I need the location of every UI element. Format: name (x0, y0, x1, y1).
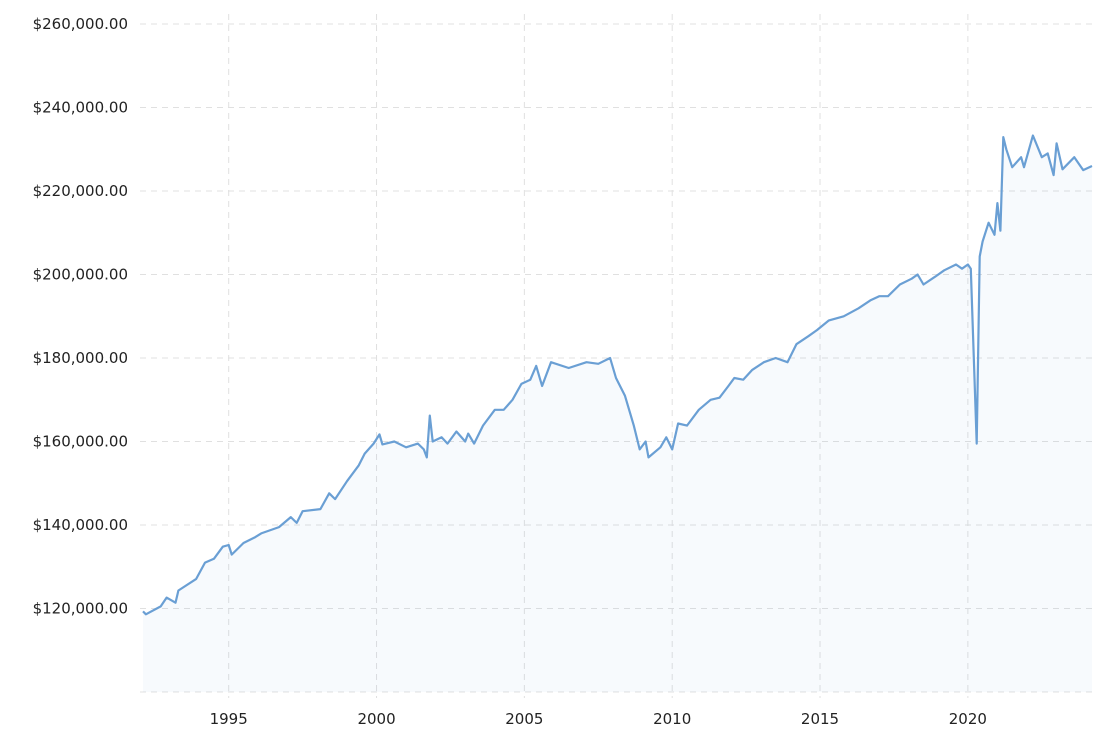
y-tick-label: $140,000.00 (33, 516, 128, 534)
series-area-fill (143, 135, 1092, 692)
x-tick-label: 1995 (210, 710, 248, 728)
y-tick-label: $120,000.00 (33, 600, 128, 618)
x-tick-label: 2000 (357, 710, 395, 728)
y-tick-label: $160,000.00 (33, 433, 128, 451)
grid-lines (140, 14, 1095, 698)
y-tick-label: $200,000.00 (33, 266, 128, 284)
x-tick-label: 2005 (505, 710, 543, 728)
y-tick-label: $260,000.00 (33, 15, 128, 33)
x-tick-label: 2015 (801, 710, 839, 728)
x-axis: 1995 2000 2005 2010 2015 2020 (210, 710, 987, 728)
y-tick-label: $180,000.00 (33, 349, 128, 367)
y-tick-label: $240,000.00 (33, 99, 128, 117)
x-tick-label: 2010 (653, 710, 691, 728)
y-axis: $120,000.00 $140,000.00 $160,000.00 $180,00… (33, 15, 128, 618)
y-tick-label: $220,000.00 (33, 182, 128, 200)
series-line (142, 134, 1093, 616)
x-tick-label: 2020 (949, 710, 987, 728)
